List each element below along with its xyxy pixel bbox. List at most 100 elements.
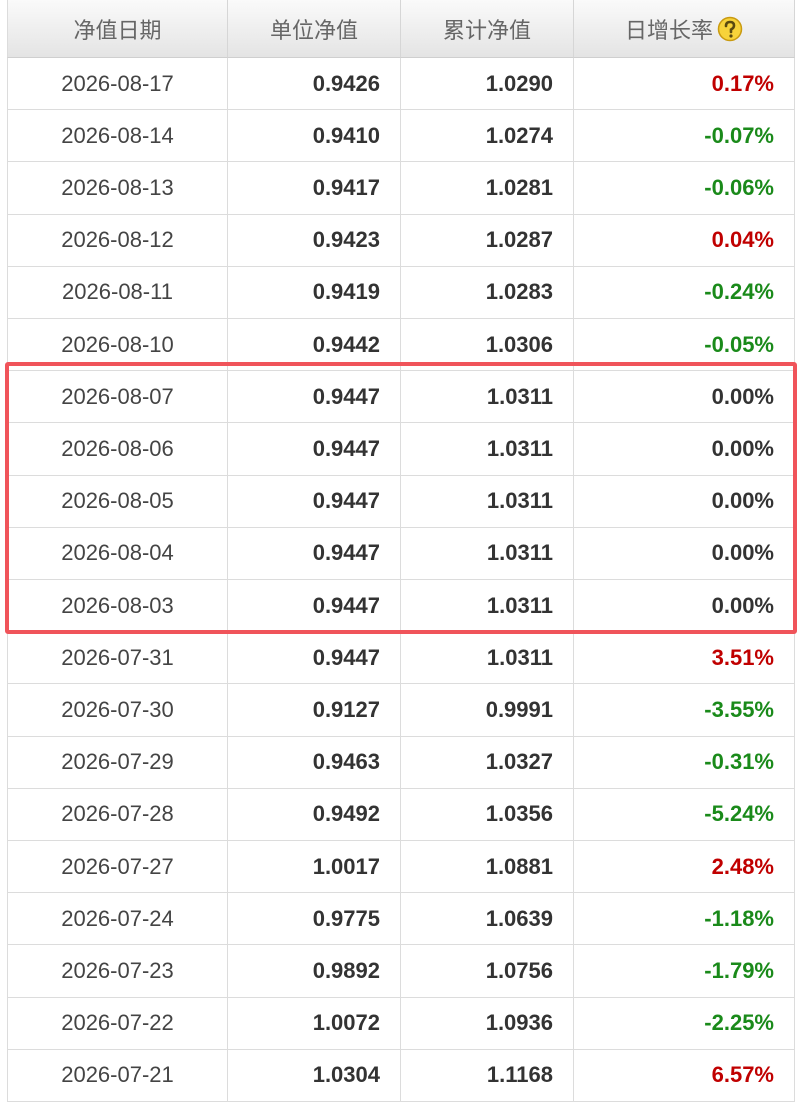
daily-change-text: 0.00% <box>711 435 774 461</box>
unit-nav-text: 1.0072 <box>312 1010 380 1036</box>
unit-nav-text: 0.9410 <box>312 122 380 148</box>
date-text: 2026-07-22 <box>61 1010 174 1036</box>
daily-change: 6.57% <box>574 1049 795 1102</box>
cumulative-nav: 1.0311 <box>401 475 574 528</box>
date: 2026-07-23 <box>7 945 228 998</box>
cumulative-nav-text: 1.0639 <box>485 905 553 931</box>
unit-nav: 0.9419 <box>228 266 401 319</box>
cumulative-nav-text: 1.0290 <box>485 70 553 96</box>
cumulative-nav-text: 1.0311 <box>486 435 553 461</box>
date-text: 2026-08-05 <box>61 488 174 514</box>
daily-change: -0.05% <box>574 319 795 372</box>
column-header-text: 累计净值 <box>442 17 531 43</box>
daily-change-text: 3.51% <box>711 644 774 670</box>
cumulative-nav: 1.0756 <box>401 945 574 998</box>
cumulative-nav-text: 1.0311 <box>486 592 553 618</box>
cumulative-nav: 1.0281 <box>401 162 574 215</box>
daily-change-text: 0.00% <box>711 383 774 409</box>
cumulative-nav: 1.0881 <box>401 841 574 894</box>
unit-nav: 0.9447 <box>228 632 401 685</box>
cumulative-nav: 1.0639 <box>401 893 574 946</box>
daily-change: -1.79% <box>574 945 795 998</box>
daily-change: 0.00% <box>574 423 795 476</box>
date-text: 2026-07-23 <box>61 957 174 983</box>
unit-nav-text: 0.9423 <box>312 227 380 253</box>
date-text: 2026-08-04 <box>61 540 174 566</box>
unit-nav: 0.9417 <box>228 162 401 215</box>
daily-change-text: 0.17% <box>711 70 774 96</box>
daily-change: 0.00% <box>574 527 795 580</box>
unit-nav-text: 0.9463 <box>312 749 380 775</box>
daily-change-text: -0.31% <box>704 749 774 775</box>
unit-nav-text: 0.9492 <box>312 801 380 827</box>
cumulative-nav: 1.0311 <box>401 527 574 580</box>
column-header: 日增长率 <box>574 0 795 58</box>
daily-change: 3.51% <box>574 632 795 685</box>
cumulative-nav: 1.0311 <box>401 632 574 685</box>
date: 2026-08-12 <box>7 214 228 267</box>
date-text: 2026-07-27 <box>61 853 174 879</box>
daily-change-text: -0.07% <box>704 122 774 148</box>
unit-nav: 1.0072 <box>228 997 401 1050</box>
unit-nav: 0.9775 <box>228 893 401 946</box>
date-text: 2026-08-06 <box>61 435 174 461</box>
cumulative-nav: 1.0290 <box>401 58 574 111</box>
daily-change: -0.31% <box>574 736 795 789</box>
unit-nav-text: 0.9127 <box>312 696 380 722</box>
unit-nav-text: 0.9447 <box>312 540 380 566</box>
unit-nav: 1.0017 <box>228 841 401 894</box>
unit-nav-text: 0.9892 <box>312 957 380 983</box>
cumulative-nav-text: 1.0936 <box>485 1010 553 1036</box>
date: 2026-08-03 <box>7 580 228 633</box>
daily-change-text: 0.00% <box>711 488 774 514</box>
date-text: 2026-07-21 <box>61 1062 174 1088</box>
cumulative-nav: 1.0327 <box>401 736 574 789</box>
daily-change-text: -5.24% <box>704 801 774 827</box>
daily-change: 0.00% <box>574 475 795 528</box>
column-header: 单位净值 <box>228 0 401 58</box>
date: 2026-07-22 <box>7 997 228 1050</box>
cumulative-nav: 1.0311 <box>401 423 574 476</box>
cumulative-nav: 1.1168 <box>401 1049 574 1102</box>
help-icon[interactable] <box>717 16 743 42</box>
cumulative-nav-text: 1.1168 <box>486 1062 553 1088</box>
date: 2026-07-21 <box>7 1049 228 1102</box>
date: 2026-07-31 <box>7 632 228 685</box>
cumulative-nav: 1.0356 <box>401 788 574 841</box>
unit-nav: 0.9447 <box>228 527 401 580</box>
column-header-text: 单位净值 <box>269 17 358 43</box>
date-text: 2026-08-12 <box>61 227 174 253</box>
daily-change: -5.24% <box>574 788 795 841</box>
daily-change: 0.04% <box>574 214 795 267</box>
daily-change: 0.00% <box>574 371 795 424</box>
daily-change-text: -1.79% <box>704 957 774 983</box>
daily-change-text: 2.48% <box>711 853 774 879</box>
date: 2026-08-10 <box>7 319 228 372</box>
column-header: 净值日期 <box>7 0 228 58</box>
date-text: 2026-08-07 <box>61 383 174 409</box>
date-text: 2026-07-31 <box>61 644 174 670</box>
unit-nav-text: 0.9419 <box>312 279 380 305</box>
cumulative-nav: 1.0311 <box>401 580 574 633</box>
column-header-text: 日增长率 <box>624 17 713 43</box>
date-text: 2026-08-13 <box>61 174 174 200</box>
unit-nav-text: 0.9447 <box>312 592 380 618</box>
daily-change: 0.17% <box>574 58 795 111</box>
date: 2026-08-13 <box>7 162 228 215</box>
unit-nav: 0.9492 <box>228 788 401 841</box>
date: 2026-07-27 <box>7 841 228 894</box>
daily-change: -0.07% <box>574 110 795 163</box>
unit-nav-text: 0.9426 <box>312 70 380 96</box>
date-text: 2026-08-14 <box>61 122 174 148</box>
date: 2026-08-06 <box>7 423 228 476</box>
cumulative-nav-text: 1.0274 <box>485 122 553 148</box>
unit-nav: 0.9410 <box>228 110 401 163</box>
date-text: 2026-08-03 <box>61 592 174 618</box>
unit-nav-text: 0.9447 <box>312 488 380 514</box>
unit-nav: 0.9463 <box>228 736 401 789</box>
date-text: 2026-07-29 <box>61 749 174 775</box>
date: 2026-07-30 <box>7 684 228 737</box>
cumulative-nav: 1.0283 <box>401 266 574 319</box>
cumulative-nav: 1.0936 <box>401 997 574 1050</box>
cumulative-nav-text: 1.0881 <box>485 853 553 879</box>
